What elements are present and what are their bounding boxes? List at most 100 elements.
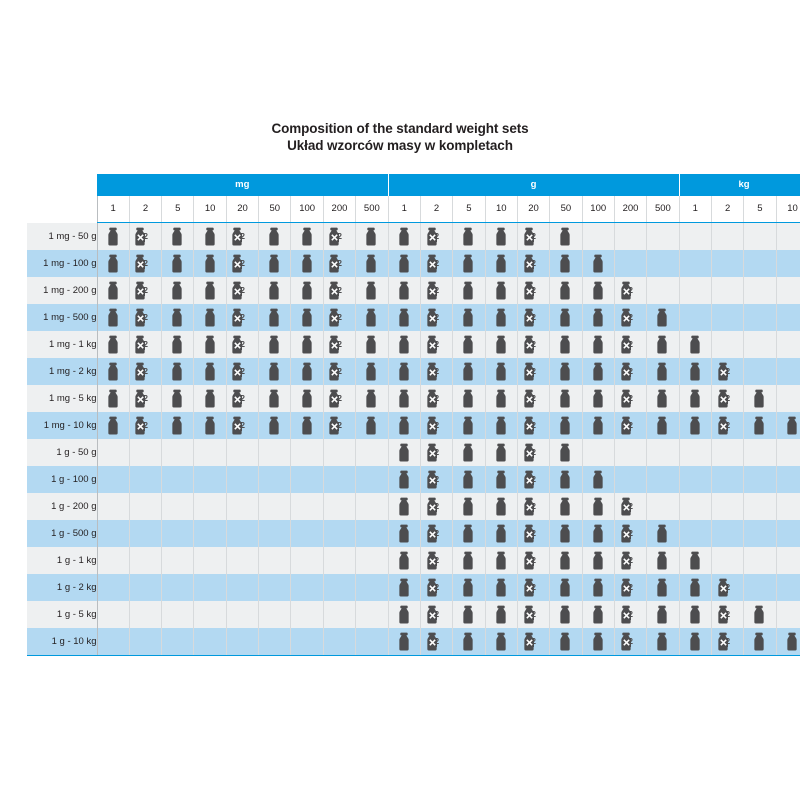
weight-icon (559, 470, 572, 489)
empty-cell (776, 439, 800, 466)
weight-cell (582, 601, 615, 628)
weight-icon (398, 524, 411, 543)
multiplier-label: 2 (434, 556, 440, 565)
empty-cell (323, 493, 357, 520)
header-group-g: g (388, 174, 680, 196)
weight-cell: 2 (226, 277, 260, 304)
multiplier-label: 2 (725, 583, 731, 592)
empty-cell (323, 628, 357, 656)
weight-icon (426, 578, 439, 597)
weight-icon (365, 308, 378, 327)
weight-icon (592, 335, 605, 354)
weight-icon (204, 308, 217, 327)
weight-icon (717, 362, 730, 381)
multiplier-label: 2 (531, 394, 536, 403)
weight-cell: 2 (517, 277, 551, 304)
empty-cell (193, 547, 227, 574)
weight-icon (592, 605, 605, 624)
weight-icon (204, 416, 217, 435)
weight-icon (426, 254, 439, 273)
weight-cell (549, 358, 583, 385)
weight-icon (204, 389, 217, 408)
weight-cell (582, 628, 615, 656)
header-unit-10: 2 (420, 196, 454, 223)
empty-cell (776, 358, 800, 385)
weight-cell: 2 (517, 304, 551, 331)
weight-icon (592, 281, 605, 300)
header-unit-14: 50 (549, 196, 583, 223)
empty-cell (290, 439, 324, 466)
empty-cell (290, 628, 324, 656)
weight-icon (689, 389, 702, 408)
weight-cell (485, 250, 518, 277)
weight-icon (689, 362, 702, 381)
weight-cell (452, 574, 486, 601)
table-row: 1 mg - 1 kg2222222111,11 g25 pcs (27, 331, 800, 358)
weight-icon (268, 281, 281, 300)
empty-cell (96, 547, 130, 574)
empty-cell (355, 574, 389, 601)
weight-cell (258, 358, 292, 385)
weight-cell (193, 358, 227, 385)
multiplier-label: 2 (434, 583, 440, 592)
weight-cell: 2 (711, 385, 745, 412)
weight-icon (426, 443, 439, 462)
weight-cell: 2 (517, 222, 551, 250)
weight-cell: 2 (517, 493, 551, 520)
table-row: 1 g - 200 g222610,00 g11 pcs (27, 493, 800, 520)
empty-cell (355, 466, 389, 493)
weight-icon (107, 362, 120, 381)
weight-icon (592, 470, 605, 489)
multiplier-label: 2 (337, 421, 342, 430)
weight-cell (387, 547, 421, 574)
empty-cell (646, 250, 680, 277)
weight-cell (355, 412, 389, 439)
empty-cell (258, 493, 292, 520)
weight-cell (776, 412, 800, 439)
weight-cell (452, 331, 486, 358)
weight-cell (452, 520, 486, 547)
empty-cell (161, 547, 195, 574)
weight-cell: 2 (323, 331, 357, 358)
multiplier-label: 2 (531, 529, 536, 538)
weight-cell (258, 222, 292, 250)
weight-cell (485, 628, 518, 656)
weight-icon (268, 335, 281, 354)
multiplier-label: 2 (531, 259, 536, 268)
weight-cell (452, 466, 486, 493)
empty-cell (646, 466, 680, 493)
weight-icon (426, 605, 439, 624)
weight-cell (646, 412, 680, 439)
weight-icon (365, 362, 378, 381)
weight-icon (495, 524, 508, 543)
empty-cell (711, 331, 745, 358)
weight-icon (592, 497, 605, 516)
weight-cell: 2 (517, 520, 551, 547)
empty-cell (258, 628, 292, 656)
weight-icon (656, 551, 669, 570)
weight-cell (549, 547, 583, 574)
table-row: 1 g - 10 kg222221110,00 g17 pcs (27, 628, 800, 656)
weight-icon (134, 227, 147, 246)
weight-icon (204, 362, 217, 381)
multiplier-label: 2 (531, 475, 536, 484)
weight-icon (689, 578, 702, 597)
empty-cell (646, 277, 680, 304)
multiplier-label: 2 (143, 313, 148, 322)
weight-cell: 2 (614, 412, 648, 439)
weight-cell: 2 (711, 412, 745, 439)
weight-icon (559, 632, 572, 651)
weight-icon (426, 389, 439, 408)
weight-icon (523, 335, 536, 354)
empty-cell (711, 304, 745, 331)
weight-cell: 2 (129, 277, 163, 304)
weight-icon (204, 254, 217, 273)
multiplier-label: 2 (337, 340, 342, 349)
empty-cell (96, 466, 130, 493)
weight-cell (387, 358, 421, 385)
multiplier-label: 2 (434, 475, 440, 484)
weight-cell: 2 (129, 222, 163, 250)
empty-cell (290, 601, 324, 628)
weight-cell (193, 412, 227, 439)
weight-icon (462, 497, 475, 516)
